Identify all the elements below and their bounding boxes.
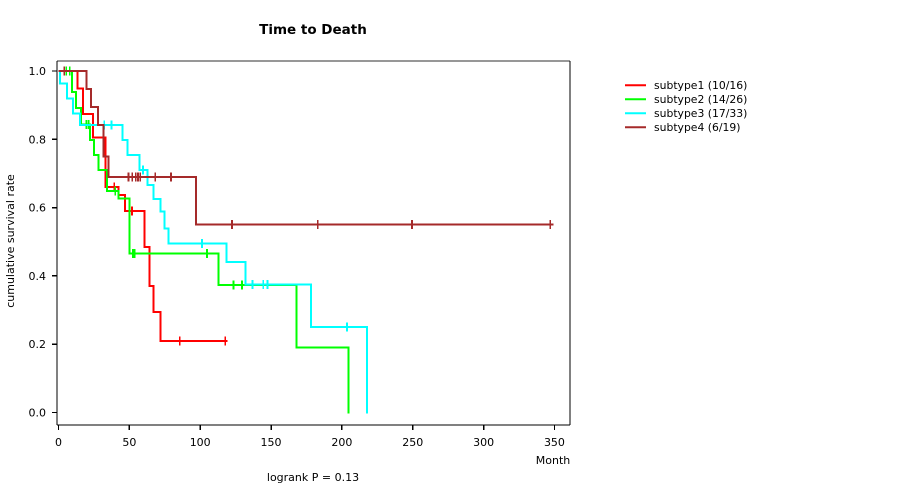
x-tick-label: 100 [190,436,211,449]
x-tick-label: 150 [261,436,282,449]
legend-label-subtype3: subtype3 (17/33) [654,107,747,120]
km-curve-subtype1 [58,70,228,342]
y-tick-label: 0.4 [29,270,47,283]
x-axis-label: Month [536,454,571,467]
x-tick-label: 200 [331,436,352,449]
y-axis-ticks: 1.0 0.8 0.6 0.4 0.2 0.0 [29,65,57,420]
legend-label-subtype2: subtype2 (14/26) [654,93,747,106]
legend: subtype1 (10/16)subtype2 (14/26)subtype3… [625,79,747,134]
logrank-p-note: logrank P = 0.13 [267,471,359,484]
y-tick-label: 0.2 [29,338,47,351]
y-tick-label: 0.8 [29,133,47,146]
km-curve-subtype2 [58,70,350,414]
y-tick-label: 1.0 [29,65,47,78]
legend-label-subtype1: subtype1 (10/16) [654,79,747,92]
x-tick-label: 50 [122,436,136,449]
chart-title: Time to Death [259,22,367,38]
y-tick-label: 0.0 [29,407,47,420]
x-axis-ticks: 0 50 100 150 200 250 300 350 [55,425,565,449]
y-axis-label: cumulative survival rate [4,174,17,308]
km-curve-subtype3 [58,70,368,414]
x-tick-label: 350 [544,436,565,449]
legend-label-subtype4: subtype4 (6/19) [654,121,740,134]
x-tick-label: 300 [473,436,494,449]
plot-frame [56,60,571,426]
x-tick-label: 250 [402,436,423,449]
x-tick-label: 0 [55,436,62,449]
y-tick-label: 0.6 [29,202,47,215]
survival-curves [58,66,554,414]
km-curve-subtype4 [58,70,554,226]
